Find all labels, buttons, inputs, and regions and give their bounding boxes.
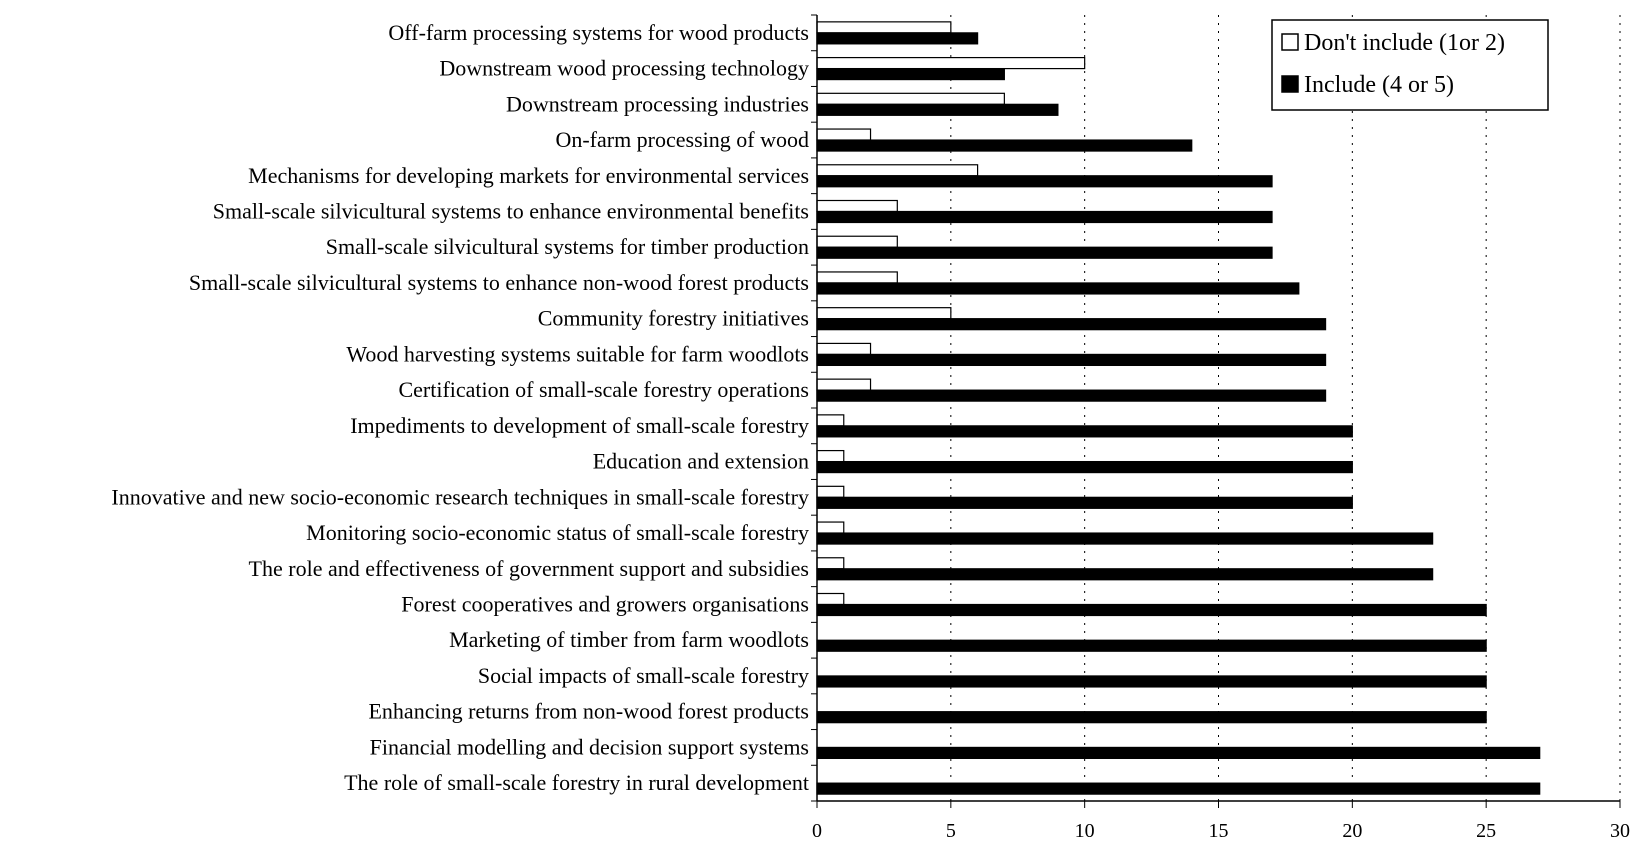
x-tick-label: 15	[1209, 820, 1229, 842]
category-label: Marketing of timber from farm woodlots	[449, 627, 809, 652]
x-tick-label: 30	[1610, 820, 1630, 842]
x-tick-label: 20	[1342, 820, 1362, 842]
bar-include	[816, 32, 979, 45]
bar-include	[816, 425, 1353, 438]
category-label: The role and effectiveness of government…	[249, 556, 809, 581]
bar-include	[816, 603, 1487, 617]
bar-dont-include	[816, 164, 979, 177]
category-label: Community forestry initiatives	[538, 306, 809, 331]
bar-include	[816, 532, 1434, 545]
bar-include	[816, 746, 1541, 760]
bar-dont-include	[816, 557, 845, 570]
legend-swatch	[1281, 75, 1299, 93]
bar-dont-include	[816, 92, 1005, 105]
category-label: Social impacts of small-scale forestry	[478, 663, 809, 688]
bar-dont-include	[816, 271, 898, 284]
legend-label: Don't include (1or 2)	[1304, 30, 1505, 56]
bar-include	[816, 282, 1300, 295]
bar-dont-include	[816, 449, 845, 463]
bar-dont-include	[816, 592, 845, 606]
bar-include	[816, 675, 1487, 688]
category-label: Education and extension	[593, 449, 809, 474]
bar-include	[816, 711, 1487, 724]
bar-include	[816, 353, 1327, 367]
bar-include	[816, 175, 1273, 188]
category-labels: Off-farm processing systems for wood pro…	[111, 20, 809, 795]
bar-dont-include	[816, 235, 898, 248]
bar-include	[816, 246, 1273, 259]
bar-include	[816, 496, 1353, 509]
category-label: Monitoring socio-economic status of smal…	[306, 520, 809, 545]
bar-dont-include	[816, 199, 898, 213]
legend: Don't include (1or 2) Include (4 or 5)	[1271, 19, 1549, 111]
category-label: Wood harvesting systems suitable for far…	[346, 341, 809, 366]
bar-dont-include	[816, 128, 872, 141]
bar-include	[816, 460, 1353, 474]
bar-include	[816, 782, 1541, 795]
legend-swatch	[1281, 33, 1299, 51]
category-label: The role of small-scale forestry in rura…	[344, 770, 809, 795]
bars	[816, 21, 1541, 795]
category-label: Impediments to development of small-scal…	[350, 413, 809, 438]
bar-dont-include	[816, 307, 952, 320]
bar-include	[816, 568, 1434, 581]
bar-include	[816, 210, 1273, 224]
category-label: Downstream processing industries	[506, 91, 809, 116]
bar-include	[816, 139, 1193, 152]
bar-dont-include	[816, 485, 845, 498]
category-label: Innovative and new socio-economic resear…	[111, 484, 809, 509]
category-label: Mechanisms for developing markets for en…	[248, 163, 809, 188]
x-tick-label: 10	[1075, 820, 1095, 842]
bar-dont-include	[816, 521, 845, 534]
bar-include	[816, 639, 1487, 652]
bar-include	[816, 389, 1327, 402]
bar-include	[816, 318, 1327, 331]
category-label: Certification of small-scale forestry op…	[398, 377, 809, 402]
bar-dont-include	[816, 21, 952, 34]
bar-dont-include	[816, 414, 845, 427]
category-label: Enhancing returns from non-wood forest p…	[368, 699, 809, 724]
x-axis-ticks: 0 5 10 15 20 25 30	[812, 801, 1630, 842]
category-label: Off-farm processing systems for wood pro…	[388, 20, 809, 45]
legend-box	[1271, 19, 1549, 111]
bar-dont-include	[816, 378, 872, 391]
category-label: On-farm processing of wood	[555, 127, 809, 152]
category-label: Small-scale silvicultural systems to enh…	[213, 199, 809, 224]
category-label: Forest cooperatives and growers organisa…	[401, 592, 809, 617]
category-label: Downstream wood processing technology	[439, 56, 809, 81]
legend-label: Include (4 or 5)	[1304, 72, 1454, 98]
bar-include	[816, 103, 1059, 116]
bar-include	[816, 67, 1005, 81]
gridlines	[950, 15, 1621, 801]
category-label: Small-scale silvicultural systems to enh…	[189, 270, 809, 295]
bar-dont-include	[816, 56, 1086, 70]
x-tick-label: 25	[1476, 820, 1496, 842]
category-label: Small-scale silvicultural systems for ti…	[326, 234, 809, 259]
x-tick-label: 0	[812, 820, 822, 842]
x-tick-label: 5	[946, 820, 956, 842]
bar-dont-include	[816, 342, 872, 356]
category-label: Financial modelling and decision support…	[370, 734, 809, 759]
